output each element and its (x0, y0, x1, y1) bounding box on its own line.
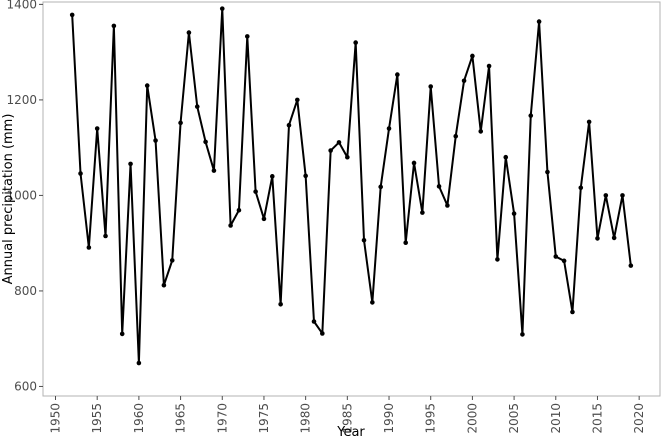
data-point (428, 84, 434, 89)
data-point (236, 207, 242, 213)
x-tick-label: 1950 (49, 403, 63, 434)
plot-panel-border (42, 1, 661, 397)
data-point (528, 113, 534, 118)
data-point (628, 263, 634, 268)
y-tick-label: 1400 (6, 0, 37, 11)
data-point (470, 53, 475, 59)
data-point (86, 245, 92, 250)
data-point (586, 119, 592, 125)
data-point (144, 83, 150, 88)
data-point (620, 193, 625, 198)
data-point (436, 184, 442, 189)
data-point (178, 120, 183, 126)
data-point (261, 216, 267, 222)
data-point (328, 148, 333, 153)
x-tick-label: 1955 (90, 403, 104, 434)
data-point (311, 319, 317, 324)
data-point (244, 34, 250, 39)
data-point (161, 282, 167, 288)
data-point (153, 138, 158, 143)
data-point (561, 258, 567, 264)
x-tick-label: 1985 (340, 403, 354, 434)
data-point (370, 300, 375, 305)
x-tick-label: 1965 (174, 403, 188, 434)
data-point (119, 331, 125, 337)
data-point (603, 193, 609, 198)
x-tick-label: 1995 (424, 403, 438, 434)
data-point (403, 240, 408, 245)
x-tick-label: 2005 (507, 403, 521, 434)
data-point (94, 126, 100, 131)
data-point (345, 154, 350, 160)
data-point (445, 203, 450, 208)
y-tick-label: 600 (14, 379, 37, 393)
data-point (128, 161, 133, 167)
data-point (69, 12, 75, 18)
data-point (136, 360, 142, 366)
data-point (453, 133, 459, 139)
y-axis-title: Annual precipitation (mm) (1, 114, 16, 285)
data-point (545, 169, 550, 175)
data-point (411, 160, 417, 166)
y-tick-label: 800 (14, 284, 37, 298)
data-point (211, 168, 217, 173)
data-point (169, 258, 175, 263)
data-point (570, 309, 575, 315)
x-axis-ticks: 1950 1955 1960 1965 1970 1975 1980 1985 1990 1995… (49, 396, 646, 434)
data-point (395, 72, 400, 77)
data-point (278, 302, 283, 307)
data-point (186, 30, 192, 35)
data-point (111, 23, 117, 29)
data-point (578, 185, 584, 191)
x-tick-label: 1980 (299, 403, 313, 434)
data-point (303, 173, 308, 179)
data-point (219, 6, 225, 11)
x-tick-label: 1970 (215, 403, 229, 434)
data-point (511, 211, 517, 216)
data-point (611, 235, 617, 241)
x-tick-label: 2010 (549, 403, 563, 434)
data-point (361, 238, 367, 243)
x-tick-label: 2015 (590, 403, 604, 434)
x-tick-label: 2020 (632, 403, 646, 434)
data-points (69, 6, 634, 366)
data-point (520, 332, 525, 337)
data-point (253, 189, 258, 194)
data-point (203, 139, 208, 145)
data-point (553, 254, 559, 259)
data-point (503, 154, 509, 160)
data-point (78, 171, 83, 176)
data-point (420, 210, 425, 215)
y-tick-label: 1200 (6, 93, 37, 107)
data-point (320, 331, 325, 336)
data-point (194, 104, 200, 109)
x-tick-label: 1990 (382, 403, 396, 434)
data-point (353, 40, 358, 45)
data-point (103, 233, 108, 239)
x-axis-title: Year (336, 425, 365, 438)
x-tick-label: 1960 (132, 403, 146, 434)
y-tick-label: 1000 (6, 188, 37, 202)
data-point (486, 63, 492, 69)
data-point (228, 223, 233, 228)
data-point (495, 257, 500, 262)
data-point (336, 140, 342, 145)
data-point (386, 126, 392, 131)
data-point (461, 78, 467, 84)
data-point (595, 236, 600, 241)
data-point (295, 97, 300, 103)
x-tick-label: 2000 (465, 403, 479, 434)
y-axis-ticks: 600 800 1000 1200 1400 (6, 0, 43, 393)
data-point (378, 184, 383, 190)
data-point (269, 174, 275, 179)
data-point (286, 122, 292, 128)
x-tick-label: 1975 (257, 403, 271, 434)
series-line (71, 7, 632, 365)
data-point (536, 19, 542, 24)
data-point (478, 129, 484, 134)
